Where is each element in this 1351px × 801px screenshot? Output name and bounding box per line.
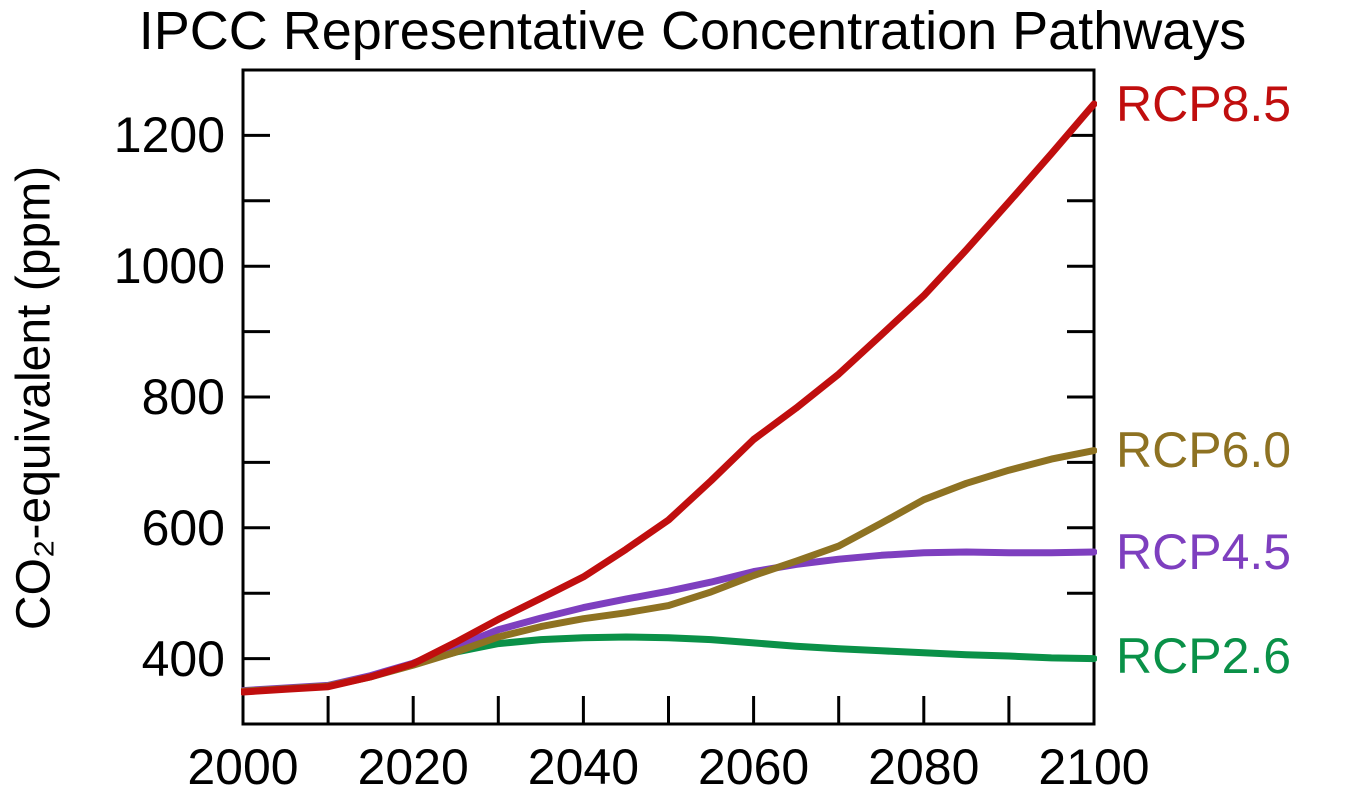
series-label-rcp8-5: RCP8.5 bbox=[1116, 76, 1292, 132]
plot-border bbox=[241, 68, 1096, 726]
y-tick-label-600: 600 bbox=[141, 499, 225, 556]
x-tick-label-2060: 2060 bbox=[697, 739, 810, 795]
y-tick-label-800: 800 bbox=[141, 369, 225, 425]
series-line-rcp8-5 bbox=[241, 100, 1097, 696]
chart-title: IPCC Representative Concentration Pathwa… bbox=[138, 1, 1247, 61]
series-line-rcp2-6 bbox=[241, 633, 1097, 695]
series-label-rcp4-5: RCP4.5 bbox=[1116, 524, 1292, 580]
series-label-rcp6-0: RCP6.0 bbox=[1116, 422, 1292, 478]
series-label-rcp2-6: RCP2.6 bbox=[1116, 628, 1292, 684]
x-tick-label-2000: 2000 bbox=[187, 739, 299, 795]
x-tick-label-2040: 2040 bbox=[527, 739, 639, 795]
series-line-rcp4-5 bbox=[241, 548, 1097, 695]
x-tick-label-2100: 2100 bbox=[1038, 739, 1150, 795]
x-tick-label-2020: 2020 bbox=[357, 739, 469, 795]
x-tick-label-2080: 2080 bbox=[868, 739, 980, 795]
y-tick-label-1000: 1000 bbox=[113, 238, 225, 295]
y-tick-label-1200: 1200 bbox=[113, 107, 225, 164]
plot-svg bbox=[241, 68, 1097, 726]
y-tick-label-400: 400 bbox=[141, 630, 225, 687]
